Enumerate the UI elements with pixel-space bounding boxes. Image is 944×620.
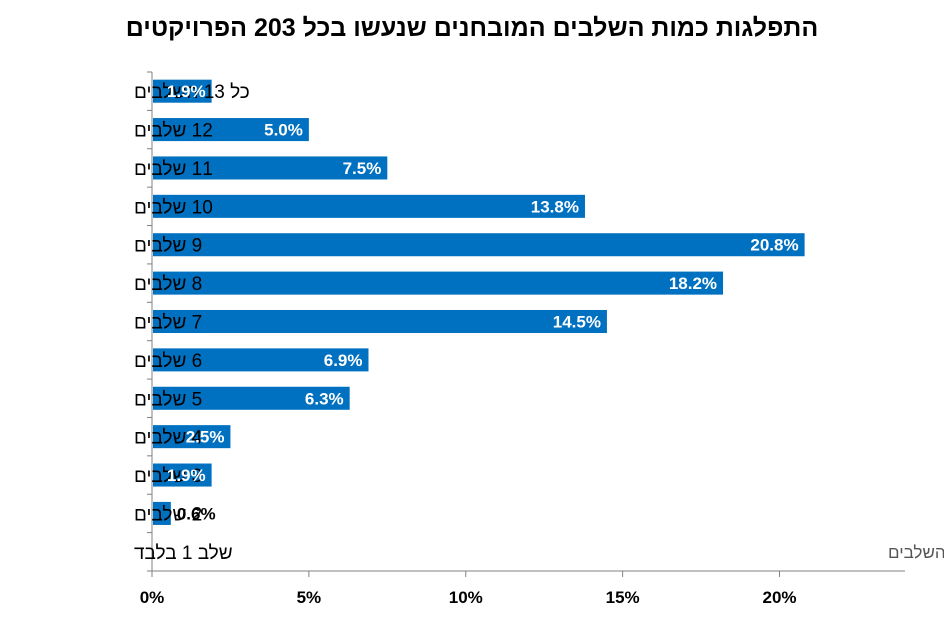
bar [153, 156, 388, 180]
bar [153, 233, 805, 257]
bar [153, 271, 724, 295]
category-label: 7 שלבים [134, 313, 202, 334]
category-label: 3 שלבים [134, 466, 202, 487]
value-label: 14.5% [553, 313, 601, 332]
category-label: 12 שלבים [134, 121, 213, 142]
category-label: 6 שלבים [134, 351, 202, 372]
x-tick-label: 5% [297, 588, 322, 607]
bar [153, 463, 212, 487]
value-label: 0.6% [177, 504, 216, 523]
bar [153, 501, 171, 525]
x-tick-label: 20% [762, 588, 796, 607]
category-label: 4 שלבים [134, 428, 203, 449]
value-label: 7.5% [343, 159, 382, 178]
category-label: 2 שלבים [134, 504, 202, 525]
category-label: 9 שלבים [134, 236, 202, 257]
value-label: 18.2% [669, 274, 717, 293]
annotation-note: * 9 שלבים ◄ ב- 20.8% מהפרויקטים נעשו 9 מ… [888, 543, 944, 562]
value-label: 1.9% [167, 466, 206, 485]
axes-layer [147, 71, 905, 577]
bar [153, 118, 309, 142]
bar [153, 309, 607, 334]
value-label: 13.8% [531, 197, 579, 216]
value-label: 2.5% [186, 428, 225, 447]
value-label: 6.3% [305, 389, 344, 408]
category-label: כל 13 השלבים [134, 82, 250, 103]
category-label: 11 שלבים [134, 159, 213, 180]
value-label: 20.8% [750, 236, 798, 255]
x-tick-label: 15% [606, 588, 640, 607]
category-label: 8 שלבים [134, 274, 202, 295]
chart-title: התפלגות כמות השלבים המובחנים שנעשו בכל 2… [125, 14, 819, 42]
bar [153, 425, 231, 449]
value-label: 6.9% [324, 351, 363, 370]
bar [153, 348, 369, 372]
value-label: 5.0% [264, 121, 303, 140]
x-tick-label: 0% [140, 588, 165, 607]
category-label: 5 שלבים [134, 389, 202, 410]
category-label: שלב 1 בלבד [134, 543, 233, 564]
bar [153, 386, 350, 410]
bar [153, 79, 212, 103]
bar [153, 194, 585, 218]
bars-layer [153, 79, 805, 525]
value-label: 1.9% [167, 82, 206, 101]
category-label: 10 שלבים [134, 197, 213, 218]
x-tick-label: 10% [449, 588, 483, 607]
